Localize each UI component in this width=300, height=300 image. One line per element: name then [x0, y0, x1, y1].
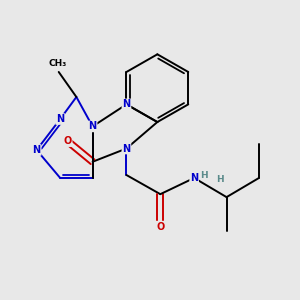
Text: H: H: [200, 170, 207, 179]
Text: N: N: [190, 173, 198, 183]
Text: N: N: [56, 114, 64, 124]
Text: O: O: [156, 222, 164, 232]
Text: H: H: [216, 175, 224, 184]
Text: N: N: [122, 99, 130, 110]
Text: CH₃: CH₃: [48, 59, 66, 68]
Text: N: N: [88, 122, 97, 131]
Text: O: O: [63, 136, 72, 146]
Text: N: N: [33, 145, 41, 155]
Text: N: N: [122, 143, 130, 154]
